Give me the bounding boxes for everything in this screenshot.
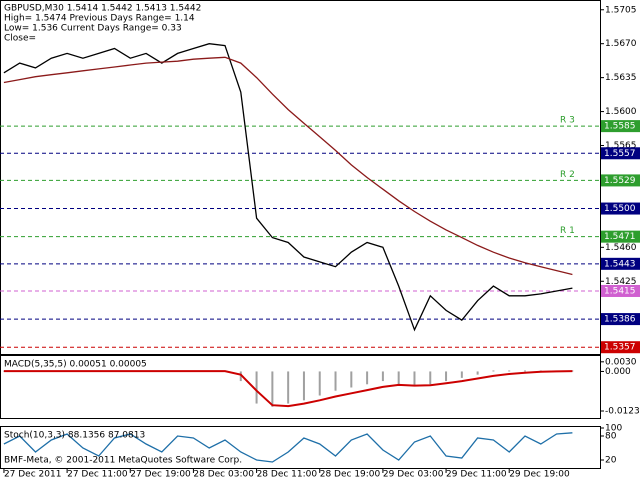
footer: BMF-Meta, © 2001-2011 MetaQuotes Softwar… [4, 456, 242, 466]
y-tick-label: -0.01232 [605, 407, 640, 417]
histogram-bar [460, 371, 463, 378]
y-tick-label: 1.5670 [605, 39, 637, 49]
level-label-box [601, 257, 640, 270]
level-label-box [601, 202, 640, 215]
level-label: 1.5500 [604, 204, 636, 214]
histogram-bar [255, 371, 258, 404]
level-label: 1.5529 [604, 176, 636, 186]
level-label-box [601, 284, 640, 297]
panel-title: Stoch(10,3,3) 88.1356 87.0813 [4, 431, 145, 441]
x-tick-label: 29 Dec 03:00 [383, 470, 444, 480]
y-tick-label: 1.5635 [605, 73, 637, 83]
panel-frame [0, 355, 601, 419]
level-label-box [601, 230, 640, 243]
y-tick-label: 1.5565 [605, 141, 637, 151]
histogram-bar [508, 370, 511, 372]
level-label: 1.5585 [604, 122, 636, 132]
panel-title: MACD(5,35,5) 0.00051 0.00005 [4, 360, 147, 370]
histogram-bar [271, 371, 274, 407]
y-tick-label: 1.5460 [605, 243, 637, 253]
level-label-box [601, 120, 640, 133]
histogram-bar [287, 371, 290, 404]
level-label-box [601, 313, 640, 326]
x-tick-label: 28 Dec 03:00 [193, 470, 254, 480]
histogram-bar [350, 371, 353, 388]
histogram-bar [429, 371, 432, 385]
histogram-bar [334, 371, 337, 391]
level-tag: R 1 [560, 226, 575, 236]
panel-frame [0, 0, 601, 355]
y-tick-label: 1.5600 [605, 107, 637, 117]
series-line [3, 432, 573, 463]
y-tick-label: 0.0030 [605, 357, 637, 367]
y-tick-label: 80 [605, 432, 617, 442]
y-tick-label: 20 [605, 456, 617, 466]
histogram-bar [318, 371, 321, 396]
level-label: 1.5471 [604, 232, 636, 242]
series-line [3, 43, 573, 332]
histogram-bar [381, 371, 384, 382]
header-line: High= 1.5474 Previous Days Range= 1.14 [4, 14, 195, 24]
x-tick-label: 28 Dec 11:00 [257, 470, 318, 480]
x-tick-label: 28 Dec 19:00 [320, 470, 381, 480]
y-tick-label: 1.5705 [605, 5, 637, 15]
y-tick-label: 100 [605, 424, 622, 434]
histogram-bar [524, 370, 526, 372]
y-tick-label: 0.000 [605, 367, 631, 377]
x-tick-label: 27 Dec 19:00 [130, 470, 191, 480]
x-tick-label: 29 Dec 11:00 [446, 470, 507, 480]
header-line: GBPUSD,M30 1.5414 1.5442 1.5413 1.5442 [4, 4, 201, 14]
level-label: 1.5443 [604, 259, 636, 269]
panel-frame [0, 426, 601, 469]
level-label-box [601, 341, 640, 354]
series-line [3, 370, 573, 408]
level-label: 1.5557 [604, 149, 636, 159]
level-tag: R 3 [560, 116, 575, 126]
header-line: Low= 1.536 Current Days Range= 0.33 [4, 24, 182, 34]
x-tick-label: 29 Dec 19:00 [509, 470, 570, 480]
histogram-bar [445, 371, 448, 382]
series-line [3, 56, 573, 276]
histogram-bar [413, 371, 416, 386]
y-tick-label: 1.5425 [605, 277, 637, 287]
level-label-box [601, 147, 640, 160]
histogram-bar [397, 371, 400, 385]
x-tick-label: 27 Dec 11:00 [67, 470, 128, 480]
level-tag: R 2 [560, 170, 575, 180]
x-tick-label: 27 Dec 2011 [4, 470, 62, 480]
level-label: 1.5357 [604, 343, 636, 353]
level-label: 1.5386 [604, 315, 636, 325]
histogram-bar [302, 371, 305, 401]
header-line: Close= [4, 34, 36, 44]
level-label-box [601, 174, 640, 187]
histogram-bar [476, 371, 479, 375]
level-label: 1.5415 [604, 286, 636, 296]
histogram-bar [239, 371, 242, 382]
histogram-bar [492, 370, 495, 372]
histogram-bar [366, 371, 369, 385]
